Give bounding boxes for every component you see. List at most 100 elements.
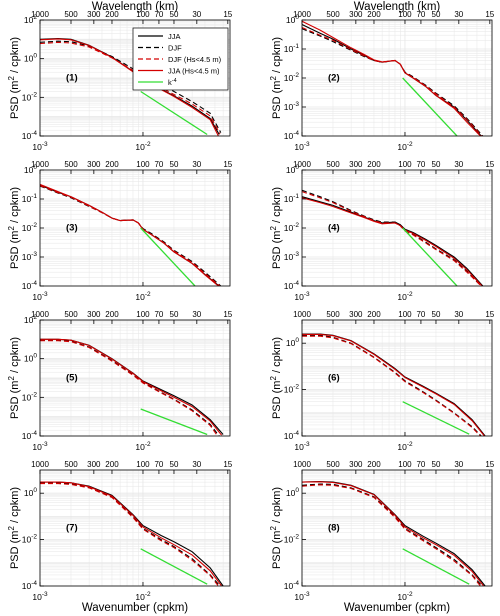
wavelength-tick-label: 70 xyxy=(416,10,425,19)
series-line-djf-hs-4-5-m- xyxy=(40,340,219,436)
series-line-jja-hs-4-5-m- xyxy=(40,183,219,286)
y-axis-label: PSD (m2 / cpkm) xyxy=(7,37,21,119)
series-line-djf xyxy=(302,28,484,136)
x-tick-label: 10-2 xyxy=(397,591,413,602)
plot-frame xyxy=(301,469,493,587)
x-tick-label: 10-2 xyxy=(397,141,413,152)
series-line-djf-hs-4-5-m- xyxy=(302,484,481,586)
y-tick-label: 10-3 xyxy=(284,101,300,112)
y-tick-label: 10-2 xyxy=(284,222,300,233)
wavelength-tick-label: 500 xyxy=(326,160,340,169)
x-tick-label: 10-2 xyxy=(397,291,413,302)
wavelength-tick-label: 500 xyxy=(64,310,78,319)
wavelength-tick-label: 200 xyxy=(367,10,381,19)
wavelength-tick-label: 30 xyxy=(192,10,201,19)
panel-label: (7) xyxy=(66,522,78,533)
x-tick-label: 10-2 xyxy=(135,591,151,602)
series-line-jja xyxy=(302,196,484,286)
plot-frame xyxy=(39,469,231,587)
series-line-jja xyxy=(302,333,486,436)
series-line-djf xyxy=(40,185,222,286)
wavelength-tick-label: 300 xyxy=(349,10,363,19)
y-axis-label: PSD (m2 / cpkm) xyxy=(7,337,21,419)
x-tick-label: 10-3 xyxy=(32,291,48,302)
wavelength-tick-label: 300 xyxy=(349,160,363,169)
wavelength-tick-label: 70 xyxy=(416,460,425,469)
y-tick-label: 10-2 xyxy=(284,534,300,545)
y-tick-label: 10-4 xyxy=(22,580,38,591)
wavelength-tick-label: 500 xyxy=(326,310,340,319)
wavelength-tick-label: 15 xyxy=(485,310,494,319)
x-tick-label: 10-3 xyxy=(32,591,48,602)
y-tick-label: 100 xyxy=(286,337,299,348)
wavelength-tick-label: 200 xyxy=(367,310,381,319)
wavelength-tick-label: 500 xyxy=(326,460,340,469)
wavelength-tick-label: 200 xyxy=(105,160,119,169)
y-tick-label: 102 xyxy=(24,14,37,25)
series-line-k-4 xyxy=(402,401,470,435)
panel-label: (3) xyxy=(66,222,78,233)
wavelength-tick-label: 1000 xyxy=(31,10,49,19)
wavelength-tick-label: 30 xyxy=(192,310,201,319)
y-tick-label: 10-1 xyxy=(284,43,300,54)
y-tick-label: 10-2 xyxy=(22,534,38,545)
x-tick-label: 10-2 xyxy=(135,141,151,152)
series-line-k-4 xyxy=(140,227,196,286)
x-tick-label: 10-3 xyxy=(32,441,48,452)
wavelength-tick-label: 15 xyxy=(223,160,232,169)
chart-panel-7: 10-4 10-2 100 10-3 10-2 1000 500 300 200 100 70 50 3… xyxy=(7,460,233,602)
x-tick-label: 10-2 xyxy=(397,441,413,452)
series-line-k-4 xyxy=(402,548,470,585)
y-axis-label: PSD (m2 / cpkm) xyxy=(269,187,283,269)
wavelength-tick-label: 200 xyxy=(105,10,119,19)
panel-label: (4) xyxy=(328,222,340,233)
series-line-djf xyxy=(302,189,482,286)
y-axis-label: PSD (m2 / cpkm) xyxy=(269,487,283,569)
y-axis-label: PSD (m2 / cpkm) xyxy=(7,187,21,269)
wavelength-tick-label: 50 xyxy=(432,10,441,19)
wavelength-tick-label: 500 xyxy=(326,10,340,19)
series-line-k-4 xyxy=(402,227,458,286)
series-line-djf-hs-4-5-m- xyxy=(302,191,482,286)
y-tick-label: 10-1 xyxy=(284,193,300,204)
y-tick-label: 100 xyxy=(24,353,37,364)
y-axis-label: PSD (m2 / cpkm) xyxy=(269,337,283,419)
y-tick-label: 10-3 xyxy=(284,251,300,262)
wavelength-tick-label: 100 xyxy=(398,310,412,319)
y-tick-label: 10-1 xyxy=(22,193,38,204)
wavelength-tick-label: 100 xyxy=(398,10,412,19)
series-line-jja xyxy=(40,338,224,435)
y-tick-label: 100 xyxy=(24,164,37,175)
wavelength-tick-label: 70 xyxy=(416,160,425,169)
y-tick-label: 10-4 xyxy=(284,280,300,291)
x-tick-label: 10-3 xyxy=(294,441,310,452)
wavelength-tick-label: 1000 xyxy=(293,310,311,319)
y-tick-label: 10-2 xyxy=(284,72,300,83)
chart-panel-6: 10-4 10-2 100 10-3 10-2 1000 500 300 200 100 70 50 3… xyxy=(269,310,495,452)
y-tick-label: 100 xyxy=(286,164,299,175)
wavelength-tick-label: 70 xyxy=(154,160,163,169)
wavelength-title-left: Wavelength (km) xyxy=(92,1,179,13)
series-line-jja-hs-4-5-m- xyxy=(40,338,223,436)
y-tick-label: 10-4 xyxy=(22,430,38,441)
wavelength-tick-label: 1000 xyxy=(293,10,311,19)
chart-panel-8: 10-4 10-2 100 10-3 10-2 1000 500 300 200 100 70 50 3… xyxy=(269,460,495,602)
wavelength-tick-label: 15 xyxy=(485,160,494,169)
wavelength-tick-label: 200 xyxy=(105,460,119,469)
wavelength-tick-label: 15 xyxy=(223,310,232,319)
wavelength-tick-label: 50 xyxy=(170,160,179,169)
y-tick-label: 10-4 xyxy=(22,130,38,141)
series-line-djf xyxy=(40,482,221,586)
wavelength-tick-label: 50 xyxy=(170,460,179,469)
y-tick-label: 10-3 xyxy=(22,251,38,262)
plot-frame xyxy=(301,319,493,437)
y-tick-label: 10-2 xyxy=(22,222,38,233)
wavenumber-title-left: Wavenumber (cpkm) xyxy=(82,602,188,614)
x-tick-label: 10-3 xyxy=(294,291,310,302)
series-line-jja-hs-4-5-m- xyxy=(302,20,481,136)
series-line-djf-hs-4-5-m- xyxy=(40,185,221,286)
wavelength-tick-label: 300 xyxy=(87,10,101,19)
y-tick-label: 100 xyxy=(286,14,299,25)
